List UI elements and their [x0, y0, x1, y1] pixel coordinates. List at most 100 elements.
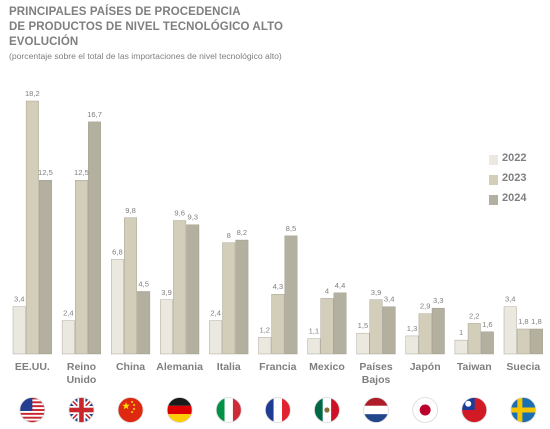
value-label-2022-8: 1,3 — [407, 324, 418, 333]
value-label-2022-4: 2,4 — [210, 309, 221, 318]
category-label-3: Alemania — [156, 361, 203, 373]
legend-label-2024: 2024 — [502, 192, 527, 204]
value-label-2023-3: 9,6 — [174, 209, 185, 218]
netherlands-flag-icon — [363, 397, 389, 423]
bar-2024-7 — [382, 306, 396, 355]
category-label-1: Reino Unido — [67, 361, 97, 386]
bar-2022-6 — [307, 338, 321, 355]
value-label-2022-3: 3,9 — [161, 288, 172, 297]
bar-2022-4 — [209, 320, 223, 355]
bar-2023-5 — [271, 294, 285, 355]
bar-2022-9 — [454, 339, 468, 355]
bar-2023-8 — [418, 313, 432, 355]
bar-2023-10 — [516, 328, 530, 355]
bar-2023-0 — [25, 100, 39, 355]
bar-2024-9 — [480, 331, 494, 355]
uk-flag-icon — [68, 397, 95, 423]
value-label-2023-6: 4 — [325, 286, 329, 295]
bar-2022-2 — [110, 259, 124, 355]
flags-layer — [19, 397, 537, 423]
value-label-2022-10: 3,4 — [505, 295, 516, 304]
bar-2022-3 — [160, 299, 174, 355]
value-label-2022-0: 3,4 — [14, 295, 25, 304]
bar-2024-5 — [284, 235, 298, 355]
value-label-2024-0: 12,5 — [38, 168, 53, 177]
value-label-2023-2: 9,8 — [125, 206, 136, 215]
legend-label-2022: 2022 — [502, 152, 527, 164]
bar-2023-4 — [222, 242, 236, 355]
bars-layer — [12, 100, 543, 355]
chart-subtitle: (porcentaje sobre el total de las import… — [9, 51, 282, 61]
value-label-2024-10: 1,8 — [531, 317, 542, 326]
value-label-2024-4: 8,2 — [237, 228, 248, 237]
bar-2022-10 — [503, 306, 517, 355]
chart-title-line-1: PRINCIPALES PAÍSES DE PROCEDENCIA — [9, 6, 241, 18]
value-label-2022-7: 1,5 — [358, 321, 369, 330]
category-label-0: EE.UU. — [15, 361, 50, 373]
china-flag-icon — [117, 397, 144, 423]
value-labels-layer: 3,418,212,52,412,516,76,89,84,53,99,6 9,3… — [14, 89, 542, 337]
legend-label-2023: 2023 — [502, 172, 527, 184]
category-label-10: Suecia — [506, 361, 540, 373]
value-label-2022-2: 6,8 — [112, 247, 123, 256]
bar-2024-6 — [333, 292, 347, 355]
category-label-6: Mexico — [309, 361, 345, 373]
bar-2024-0 — [39, 180, 52, 355]
value-label-2022-5: 1,2 — [259, 325, 270, 334]
category-label-8: Japón — [410, 361, 441, 373]
bar-2024-2 — [137, 291, 151, 355]
bar-2024-3 — [186, 224, 200, 355]
usa-flag-icon — [19, 397, 46, 423]
category-label-2: China — [116, 361, 145, 373]
category-label-7: Países Bajos — [359, 361, 392, 386]
value-label-2023-1: 12,5 — [74, 168, 89, 177]
category-label-4: Italia — [217, 361, 241, 373]
value-label-2022-1: 2,4 — [63, 309, 74, 318]
bar-2023-3 — [173, 220, 187, 355]
bar-2022-1 — [61, 320, 75, 355]
value-label-2023-8: 2,9 — [420, 302, 431, 311]
value-label-2023-9: 2,2 — [469, 311, 480, 320]
value-label-2023-5: 4,3 — [273, 282, 284, 291]
bar-2023-7 — [369, 299, 383, 355]
bar-2024-8 — [431, 307, 445, 355]
value-label-2024-1: 16,7 — [87, 110, 102, 119]
value-label-2024-3: 9,3 — [187, 213, 198, 222]
bar-2022-8 — [405, 335, 419, 355]
value-label-2024-8: 3,3 — [433, 296, 444, 305]
japan-flag-icon — [412, 397, 439, 423]
category-label-9: Taiwan — [457, 361, 492, 373]
bar-2022-0 — [12, 306, 26, 355]
sweden-flag-icon — [510, 397, 537, 423]
bar-2023-6 — [320, 298, 334, 355]
category-label-5: Francia — [259, 361, 297, 373]
bar-2024-4 — [235, 239, 249, 355]
taiwan-flag-icon — [461, 397, 488, 423]
category-labels-layer: EE.UU. Reino Unido China Alemania Italia Franc… — [15, 361, 541, 386]
legend-swatch-2024 — [489, 195, 498, 205]
mexico-flag-icon — [314, 397, 340, 423]
chart-title-line-2: DE PRODUCTOS DE NIVEL TECNOLÓGICO ALTO — [9, 21, 284, 33]
bar-2022-7 — [356, 332, 370, 355]
bar-2023-1 — [74, 180, 88, 355]
value-label-2024-2: 4,5 — [138, 279, 149, 288]
bar-2023-2 — [124, 217, 138, 355]
bar-2022-5 — [258, 337, 272, 355]
bar-2024-10 — [530, 328, 543, 355]
value-label-2024-9: 1,6 — [482, 320, 493, 329]
legend-swatch-2022 — [489, 155, 498, 165]
value-label-2024-7: 3,4 — [384, 295, 395, 304]
legend-swatch-2023 — [489, 175, 498, 185]
value-label-2023-0: 18,2 — [25, 89, 40, 98]
value-label-2023-7: 3,9 — [371, 288, 382, 297]
value-label-2022-9: 1 — [459, 328, 463, 337]
bar-2024-1 — [88, 121, 102, 355]
italy-flag-icon — [215, 397, 242, 423]
value-label-2022-6: 1,1 — [309, 327, 320, 336]
bar-2023-9 — [467, 323, 481, 355]
value-label-2024-5: 8,5 — [286, 224, 297, 233]
france-flag-icon — [264, 397, 291, 423]
value-label-2023-4: 8 — [227, 231, 231, 240]
